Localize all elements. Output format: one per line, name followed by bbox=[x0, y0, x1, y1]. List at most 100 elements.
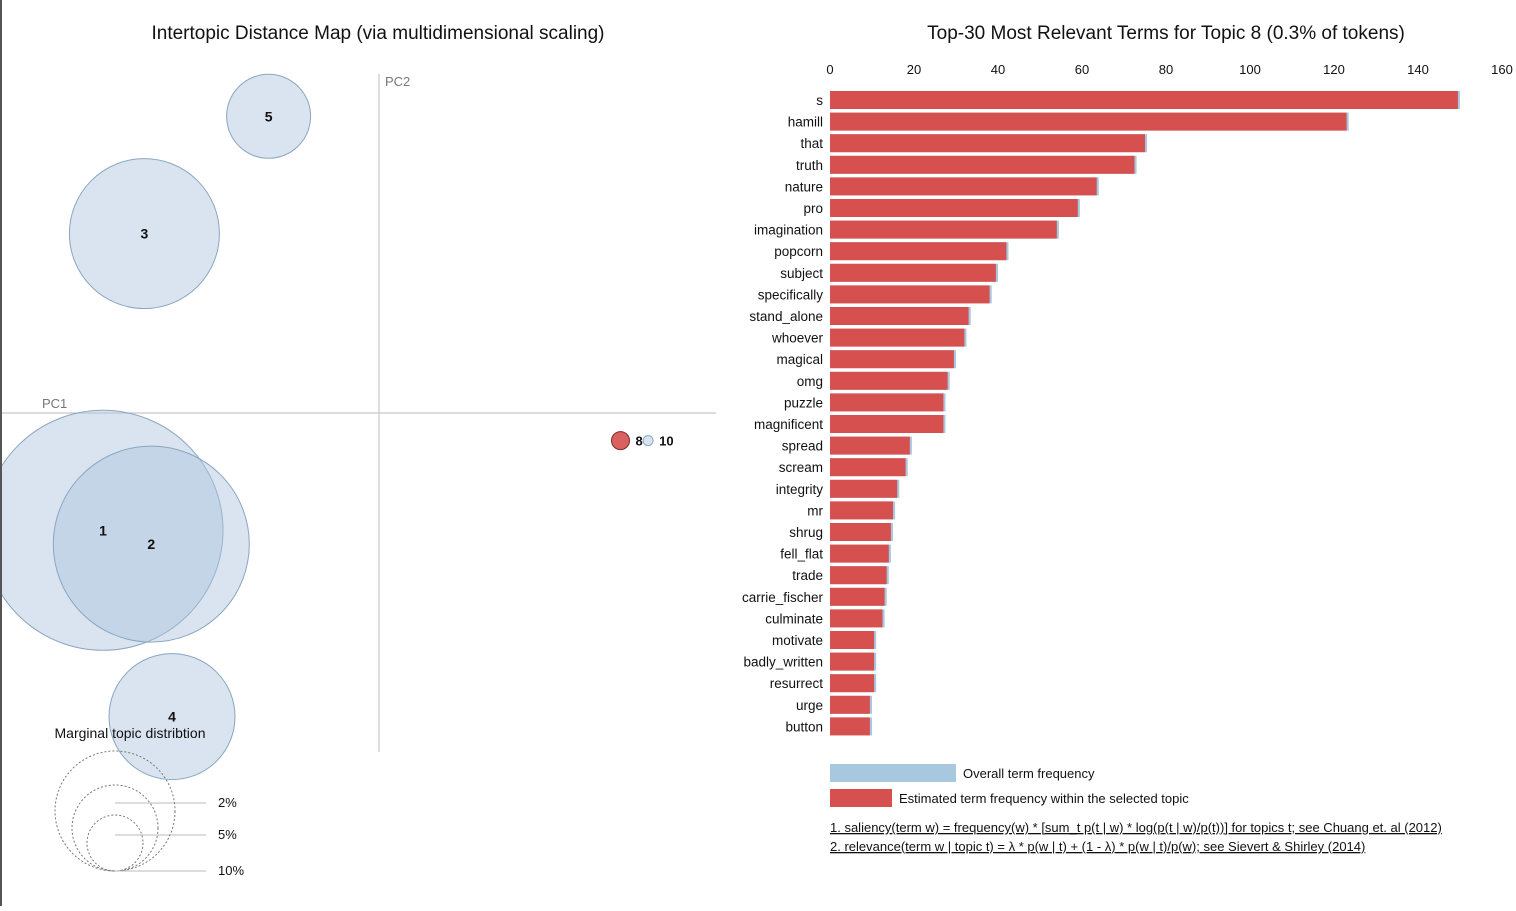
bar-topic-integrity[interactable] bbox=[830, 479, 898, 498]
bar-topic-magnificent[interactable] bbox=[830, 415, 944, 433]
term-label-resurrect[interactable]: resurrect bbox=[770, 676, 824, 691]
x-tick-100: 100 bbox=[1239, 62, 1261, 77]
x-tick-60: 60 bbox=[1075, 62, 1089, 77]
topic-circle-2[interactable] bbox=[52, 445, 250, 643]
bar-topic-fell_flat[interactable] bbox=[830, 544, 889, 563]
bar-topic-imagination[interactable] bbox=[830, 220, 1057, 239]
marginal-title: Marginal topic distribtion bbox=[55, 725, 206, 741]
term-label-magical[interactable]: magical bbox=[776, 352, 823, 367]
term-label-integrity[interactable]: integrity bbox=[776, 482, 824, 497]
bar-topic-popcorn[interactable] bbox=[830, 242, 1007, 261]
term-label-mr[interactable]: mr bbox=[807, 503, 823, 518]
intertopic-map-title: Intertopic Distance Map (via multidimens… bbox=[151, 23, 604, 44]
marginal-level-label-1: 5% bbox=[218, 827, 237, 842]
bar-topic-scream[interactable] bbox=[830, 458, 906, 477]
bar-topic-carrie_fischer[interactable] bbox=[830, 587, 885, 606]
term-label-culminate[interactable]: culminate bbox=[765, 611, 823, 626]
topic-circle-1[interactable] bbox=[0, 409, 224, 651]
bar-topic-nature[interactable] bbox=[830, 177, 1097, 196]
x-tick-140: 140 bbox=[1407, 62, 1429, 77]
bar-topic-omg[interactable] bbox=[830, 371, 948, 390]
bar-topic-specifically[interactable] bbox=[830, 285, 990, 304]
x-tick-80: 80 bbox=[1159, 62, 1173, 77]
bar-topic-hamill[interactable] bbox=[830, 112, 1347, 131]
legend-topic-swatch bbox=[830, 789, 892, 807]
term-label-s[interactable]: s bbox=[816, 93, 823, 108]
topic-circle-4[interactable] bbox=[108, 653, 236, 781]
x-tick-160: 160 bbox=[1491, 62, 1513, 77]
intertopic-distance-map: Intertopic Distance Map (via multidimens… bbox=[0, 23, 716, 878]
term-label-pro[interactable]: pro bbox=[803, 201, 823, 216]
saliency-footnote-link[interactable]: 1. saliency(term w) = frequency(w) * [su… bbox=[830, 820, 1442, 835]
term-label-stand_alone[interactable]: stand_alone bbox=[749, 309, 823, 324]
topic-circle-8[interactable] bbox=[611, 431, 630, 451]
bar-topic-trade[interactable] bbox=[830, 566, 887, 585]
marginal-circle-2 bbox=[54, 750, 176, 872]
term-label-imagination[interactable]: imagination bbox=[754, 223, 823, 238]
bar-topic-magical[interactable] bbox=[830, 350, 954, 369]
term-label-specifically[interactable]: specifically bbox=[758, 287, 824, 302]
relevance-footnote-link[interactable]: 2. relevance(term w | topic t) = λ * p(w… bbox=[830, 839, 1365, 854]
topic-label-1: 1 bbox=[99, 522, 107, 538]
term-label-fell_flat[interactable]: fell_flat bbox=[780, 547, 823, 562]
term-label-puzzle[interactable]: puzzle bbox=[784, 395, 823, 410]
term-label-truth[interactable]: truth bbox=[796, 158, 823, 173]
x-tick-120: 120 bbox=[1323, 62, 1345, 77]
term-label-that[interactable]: that bbox=[800, 136, 823, 151]
bar-topic-badly_written[interactable] bbox=[830, 652, 875, 671]
topic-circle-10[interactable] bbox=[642, 435, 654, 447]
term-label-omg[interactable]: omg bbox=[797, 374, 823, 389]
term-label-trade[interactable]: trade bbox=[792, 568, 823, 583]
term-label-carrie_fischer[interactable]: carrie_fischer bbox=[742, 590, 824, 605]
bar-topic-that[interactable] bbox=[830, 134, 1145, 153]
legend-overall-swatch bbox=[830, 764, 956, 782]
bar-topic-spread[interactable] bbox=[830, 436, 910, 455]
term-label-whoever[interactable]: whoever bbox=[771, 331, 824, 346]
term-label-scream[interactable]: scream bbox=[779, 460, 823, 475]
bar-topic-s[interactable] bbox=[830, 91, 1458, 109]
topic-label-5: 5 bbox=[265, 108, 273, 124]
topic-circles bbox=[0, 73, 654, 781]
marginal-topic-legend: 2% 5% 10% bbox=[54, 750, 244, 878]
term-label-motivate[interactable]: motivate bbox=[772, 633, 823, 648]
relevant-terms-chart: Top-30 Most Relevant Terms for Topic 8 (… bbox=[742, 23, 1513, 854]
topic-labels: 1 2 3 4 5 8 10 bbox=[99, 108, 673, 724]
bar-topic-motivate[interactable] bbox=[830, 631, 875, 649]
topic-label-8: 8 bbox=[636, 434, 643, 449]
bar-topic-pro[interactable] bbox=[830, 199, 1078, 217]
bar-topic-subject[interactable] bbox=[830, 263, 996, 282]
term-label-hamill[interactable]: hamill bbox=[788, 115, 823, 130]
window-left-edge bbox=[0, 0, 2, 906]
x-tick-20: 20 bbox=[907, 62, 921, 77]
bar-topic-mr[interactable] bbox=[830, 501, 893, 520]
bar-topic-truth[interactable] bbox=[830, 155, 1135, 174]
topic-circle-3[interactable] bbox=[68, 158, 220, 310]
topic-label-10: 10 bbox=[659, 434, 673, 449]
bar-topic-culminate[interactable] bbox=[830, 609, 883, 628]
bar-topic-resurrect[interactable] bbox=[830, 674, 875, 693]
term-label-badly_written[interactable]: badly_written bbox=[743, 655, 823, 670]
bar-topic-urge[interactable] bbox=[830, 695, 870, 714]
topic-circle-5[interactable] bbox=[226, 73, 312, 159]
term-label-magnificent[interactable]: magnificent bbox=[754, 417, 823, 432]
bar-topic-whoever[interactable] bbox=[830, 328, 965, 347]
bar-topic-button[interactable] bbox=[830, 717, 870, 736]
marginal-circle-1 bbox=[71, 784, 159, 872]
term-label-popcorn[interactable]: popcorn bbox=[774, 244, 823, 259]
term-label-nature[interactable]: nature bbox=[785, 179, 823, 194]
marginal-circle-0 bbox=[86, 814, 144, 872]
bar-topic-stand_alone[interactable] bbox=[830, 307, 969, 325]
term-label-spread[interactable]: spread bbox=[782, 439, 823, 454]
marginal-level-label-2: 10% bbox=[218, 863, 244, 878]
bar-topic-shrug[interactable] bbox=[830, 523, 891, 541]
term-label-subject[interactable]: subject bbox=[780, 266, 823, 281]
term-labels: s hamill that truth nature pro imagination popc… bbox=[742, 93, 824, 734]
term-label-urge[interactable]: urge bbox=[796, 698, 823, 713]
legend-topic-label: Estimated term frequency within the sele… bbox=[899, 791, 1189, 806]
term-bars bbox=[830, 91, 1460, 736]
term-label-shrug[interactable]: shrug bbox=[789, 525, 823, 540]
term-label-button[interactable]: button bbox=[785, 719, 823, 734]
bar-topic-puzzle[interactable] bbox=[830, 393, 944, 412]
